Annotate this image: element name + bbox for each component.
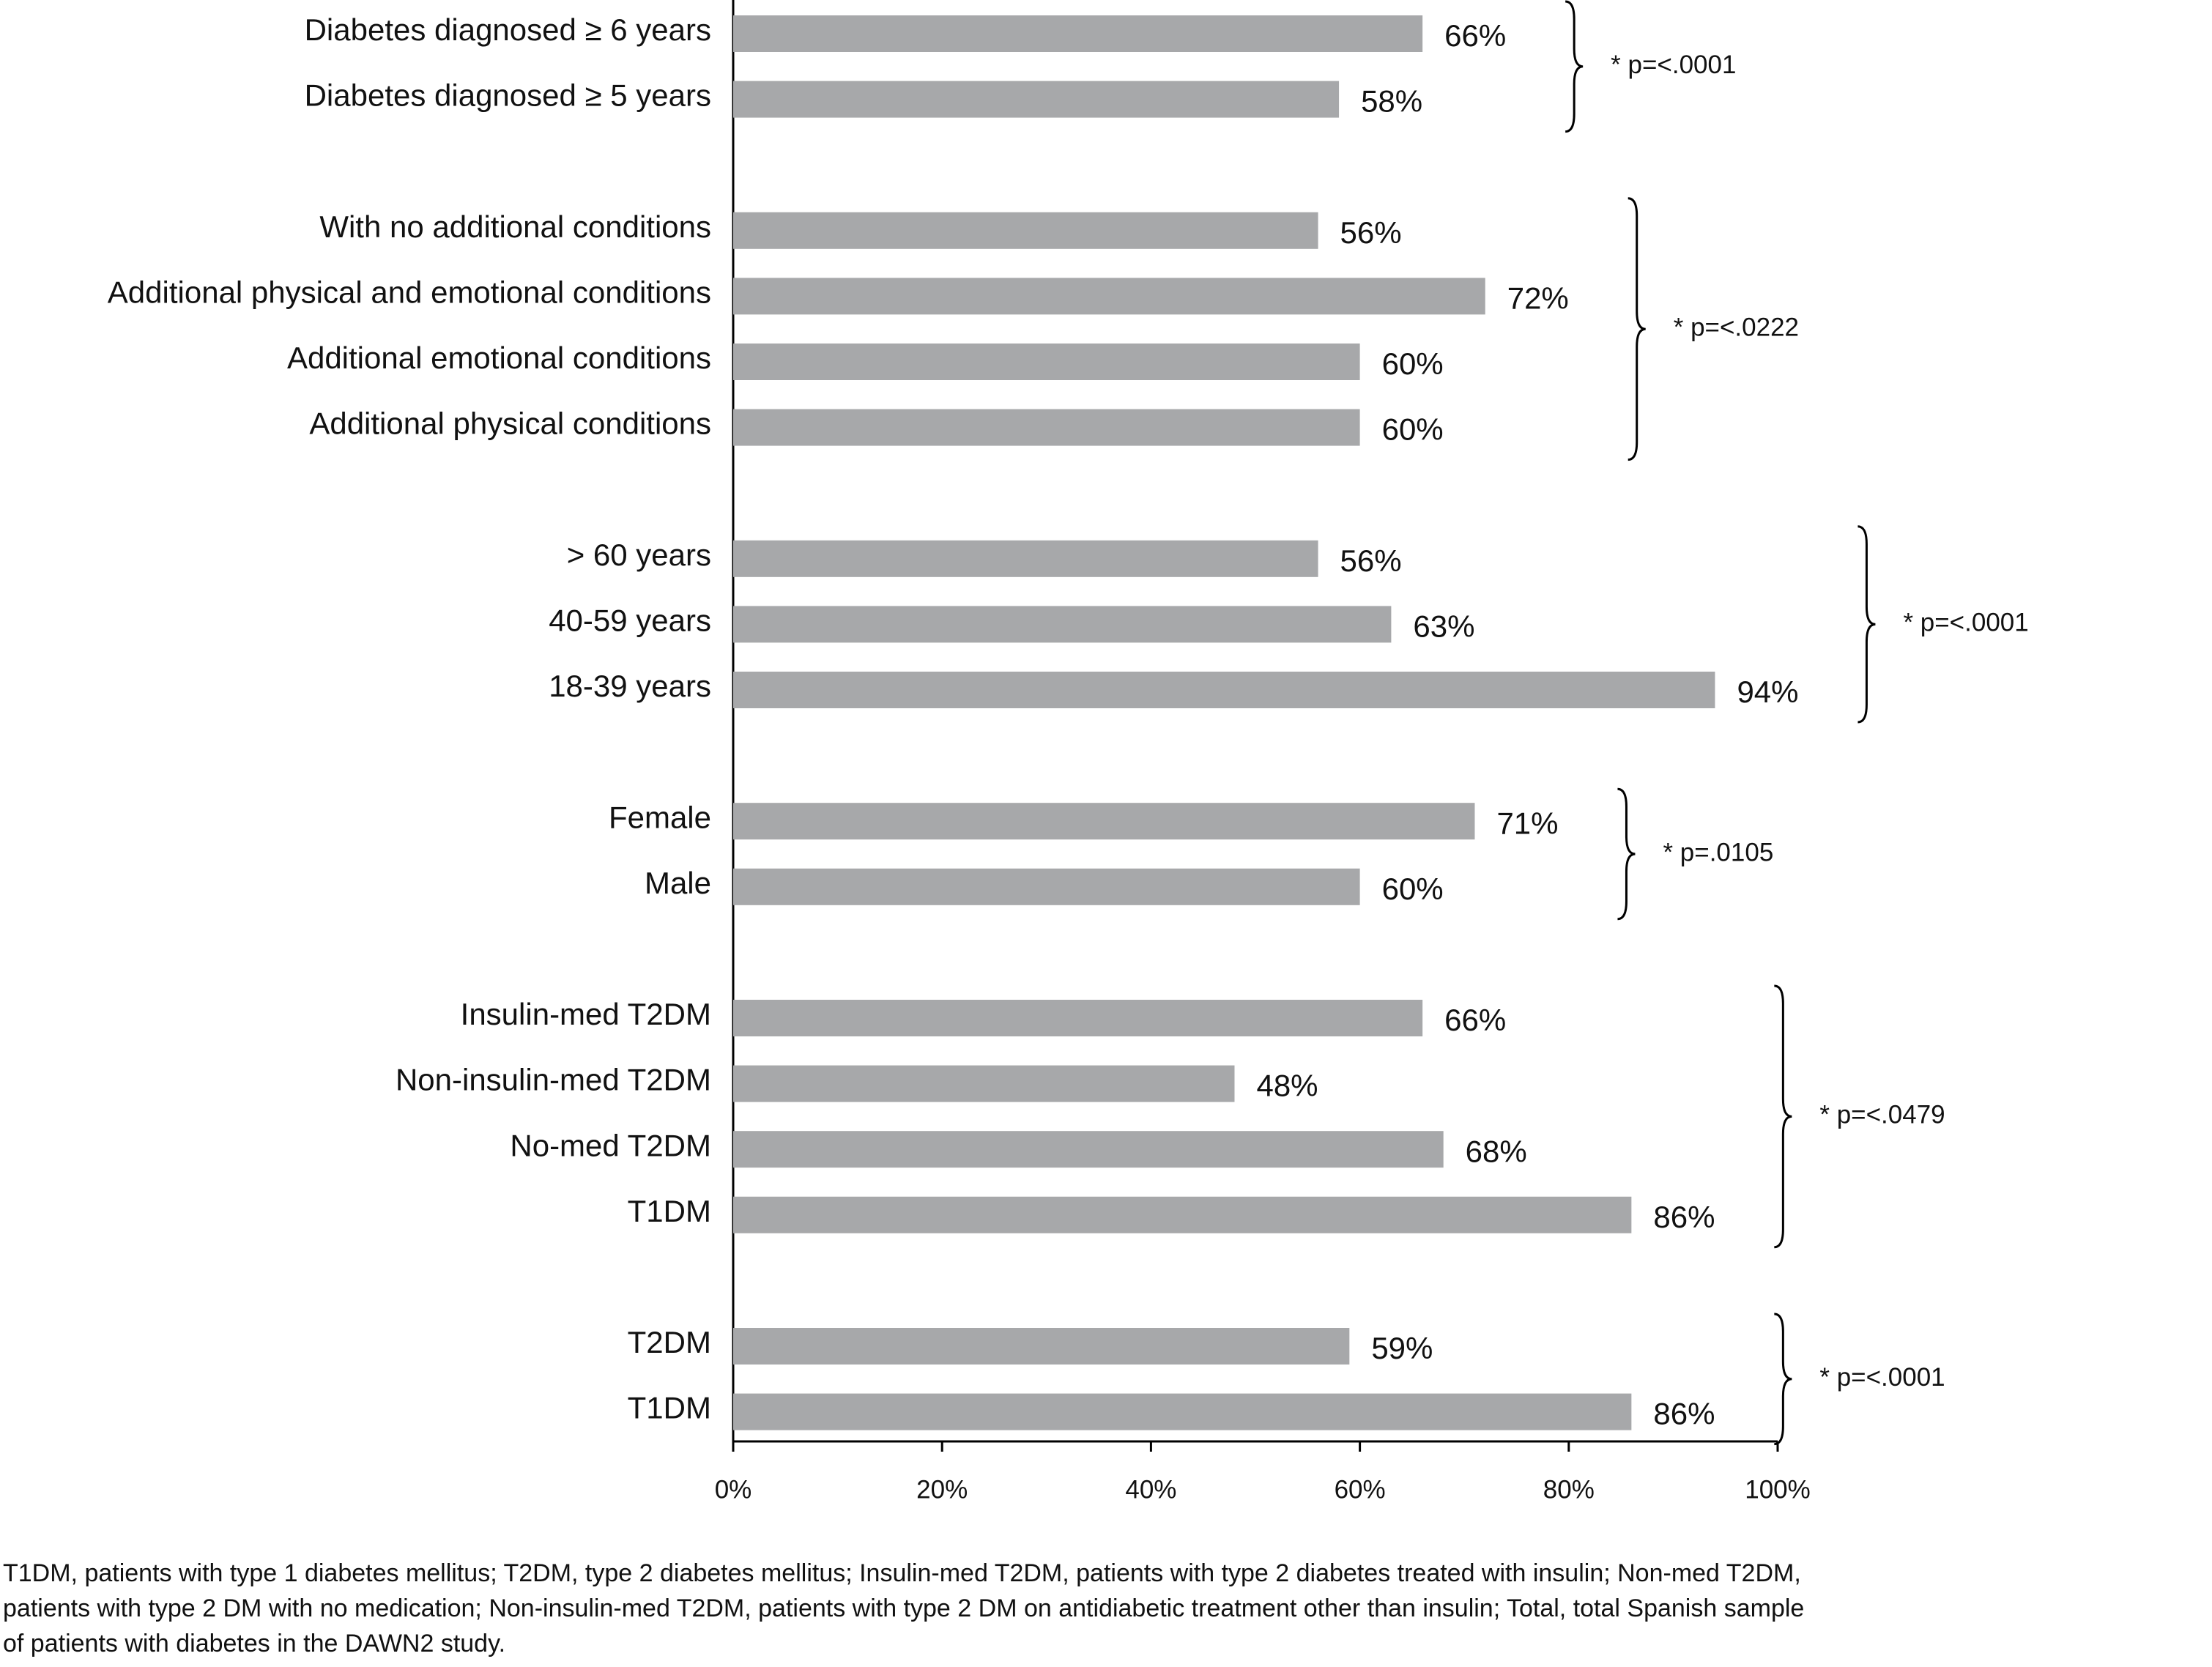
bar xyxy=(733,278,1485,315)
caption-line: T1DM, patients with type 1 diabetes mell… xyxy=(3,1559,1801,1587)
category-label: Additional emotional conditions xyxy=(287,341,711,375)
significance-note: * p=.0105 xyxy=(1663,838,1773,866)
bar xyxy=(733,15,1423,52)
value-label: 48% xyxy=(1256,1069,1318,1103)
caption-line: patients with type 2 DM with no medicati… xyxy=(3,1594,1804,1622)
x-tick-label: 20% xyxy=(916,1475,968,1504)
value-label: 86% xyxy=(1653,1397,1715,1431)
significance-note: * p=<.0001 xyxy=(1611,51,1736,79)
value-label: 68% xyxy=(1466,1134,1527,1168)
value-label: 58% xyxy=(1361,84,1422,119)
x-tick-label: 100% xyxy=(1745,1475,1811,1504)
category-label: T2DM xyxy=(628,1325,711,1359)
bar xyxy=(733,1000,1423,1036)
value-label: 86% xyxy=(1653,1200,1715,1234)
bar xyxy=(733,409,1360,446)
value-label: 71% xyxy=(1496,806,1558,840)
bar xyxy=(733,212,1318,249)
brace xyxy=(1565,0,1584,133)
bar xyxy=(733,606,1392,643)
caption-line: of patients with diabetes in the DAWN2 s… xyxy=(3,1630,505,1657)
category-label: Non-insulin-med T2DM xyxy=(396,1063,711,1097)
value-label: 60% xyxy=(1382,872,1444,906)
x-tick-label: 80% xyxy=(1543,1475,1595,1504)
category-label: No-med T2DM xyxy=(510,1128,711,1162)
category-label: Insulin-med T2DM xyxy=(461,997,711,1031)
brace xyxy=(1617,787,1636,921)
value-label: 59% xyxy=(1371,1331,1433,1365)
value-label: 56% xyxy=(1340,215,1402,250)
significance-note: * p=<.0222 xyxy=(1674,313,1799,341)
value-label: 66% xyxy=(1444,18,1506,53)
significance-note: * p=<.0479 xyxy=(1819,1101,1945,1129)
bar xyxy=(733,1131,1444,1168)
category-label: Additional physical and emotional condit… xyxy=(108,275,711,309)
bar xyxy=(733,1393,1632,1430)
x-tick-label: 60% xyxy=(1335,1475,1386,1504)
x-tick-label: 40% xyxy=(1125,1475,1176,1504)
value-label: 56% xyxy=(1340,543,1402,578)
category-label: T1DM xyxy=(628,1391,711,1425)
bar xyxy=(733,540,1318,577)
bar xyxy=(733,344,1360,380)
bar xyxy=(733,868,1360,905)
value-label: 66% xyxy=(1444,1003,1506,1037)
value-label: 94% xyxy=(1737,675,1798,709)
bar xyxy=(733,1196,1632,1233)
category-label: T1DM xyxy=(628,1194,711,1228)
category-label: Diabetes diagnosed ≥ 6 years xyxy=(305,12,711,47)
brace xyxy=(1857,525,1876,724)
category-label: Female xyxy=(609,800,711,834)
category-label: Male xyxy=(645,866,711,900)
bar xyxy=(733,803,1475,840)
value-label: 60% xyxy=(1382,412,1444,447)
category-label: 18-39 years xyxy=(549,669,711,703)
bar xyxy=(733,1328,1350,1365)
brace xyxy=(1774,984,1792,1249)
value-label: 72% xyxy=(1507,281,1569,315)
brace xyxy=(1774,1313,1792,1446)
bar xyxy=(733,672,1715,708)
category-label: With no additional conditions xyxy=(319,209,711,244)
significance-note: * p=<.0001 xyxy=(1903,609,2028,637)
bar xyxy=(733,1065,1235,1102)
category-label: Diabetes diagnosed ≥ 5 years xyxy=(305,78,711,113)
category-label: 40-59 years xyxy=(549,603,711,637)
category-label: > 60 years xyxy=(567,538,711,572)
brace xyxy=(1628,197,1646,461)
category-label: Additional physical conditions xyxy=(309,406,711,441)
value-label: 60% xyxy=(1382,346,1444,381)
significance-note: * p=<.0001 xyxy=(1819,1363,1945,1392)
bar xyxy=(733,81,1340,118)
value-label: 63% xyxy=(1413,609,1474,643)
x-tick-label: 0% xyxy=(715,1475,752,1504)
